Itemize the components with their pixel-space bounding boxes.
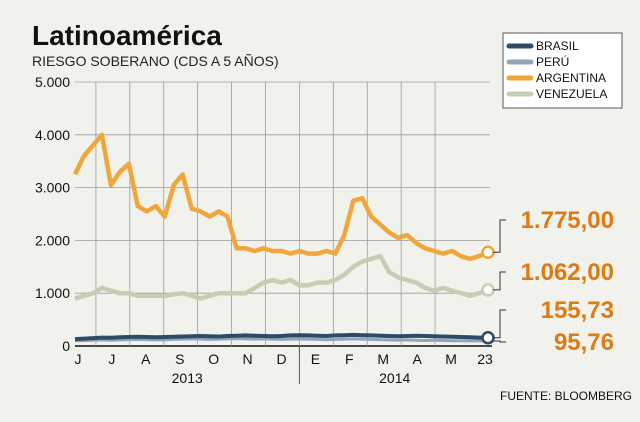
x-tick-label: N: [243, 351, 253, 367]
leader-line: [493, 340, 506, 343]
y-tick-label: 4.000: [35, 127, 70, 143]
x-tick-label: 23: [477, 351, 493, 367]
x-tick-label: O: [208, 351, 219, 367]
legend-label: BRASIL: [536, 39, 579, 53]
x-tick-label: M: [445, 351, 457, 367]
end-markers: [481, 245, 495, 345]
x-tick-label: S: [175, 351, 184, 367]
y-tick-label: 5.000: [35, 74, 70, 90]
x-tick-label: A: [412, 351, 422, 367]
chart-title: Latinoamérica: [32, 20, 222, 51]
legend-label: VENEZUELA: [536, 87, 607, 101]
end-value-label: 155,73: [541, 297, 614, 324]
series-line-perú: [74, 337, 488, 343]
series-line-venezuela: [74, 253, 489, 301]
y-tick-label: 1.000: [35, 285, 70, 301]
x-tick-label: J: [75, 351, 82, 367]
gridlines: [75, 81, 492, 347]
x-tick-label: F: [345, 351, 354, 367]
leader-line: [493, 219, 506, 253]
leader-line: [493, 271, 506, 291]
y-axis: 0 1.000 2.000 3.000 4.000 5.000: [35, 74, 70, 354]
end-marker: [481, 245, 495, 260]
series-line-brasil: [74, 332, 489, 342]
legend-label: ARGENTINA: [536, 71, 606, 85]
end-value-label: 95,76: [554, 329, 614, 356]
year-label: 2013: [172, 370, 203, 386]
series-lines: [72, 132, 489, 343]
source-note: FUENTE: BLOOMBERG: [500, 389, 632, 403]
y-tick-label: 0: [62, 338, 70, 354]
end-marker: [481, 331, 495, 345]
x-axis: J J A S O N D E F M A M 23 2013 2014: [75, 346, 493, 386]
x-tick-label: A: [141, 351, 151, 367]
leader-line: [493, 309, 506, 339]
legend-label: PERÚ: [536, 54, 569, 69]
y-tick-label: 2.000: [35, 232, 70, 248]
series-line-argentina: [72, 132, 489, 262]
x-tick-label: M: [377, 351, 389, 367]
year-label: 2014: [379, 370, 410, 386]
x-tick-label: J: [108, 351, 115, 367]
end-value-label: 1.775,00: [521, 207, 614, 234]
end-marker: [481, 283, 495, 297]
y-tick-label: 3.000: [35, 180, 70, 196]
end-value-label: 1.062,00: [521, 259, 614, 286]
x-tick-label: E: [311, 351, 320, 367]
end-callouts: 1.775,00 1.062,00 155,73 95,76: [493, 207, 614, 356]
chart-subtitle: RIESGO SOBERANO (CDS A 5 AÑOS): [32, 53, 279, 69]
x-tick-label: D: [276, 351, 286, 367]
